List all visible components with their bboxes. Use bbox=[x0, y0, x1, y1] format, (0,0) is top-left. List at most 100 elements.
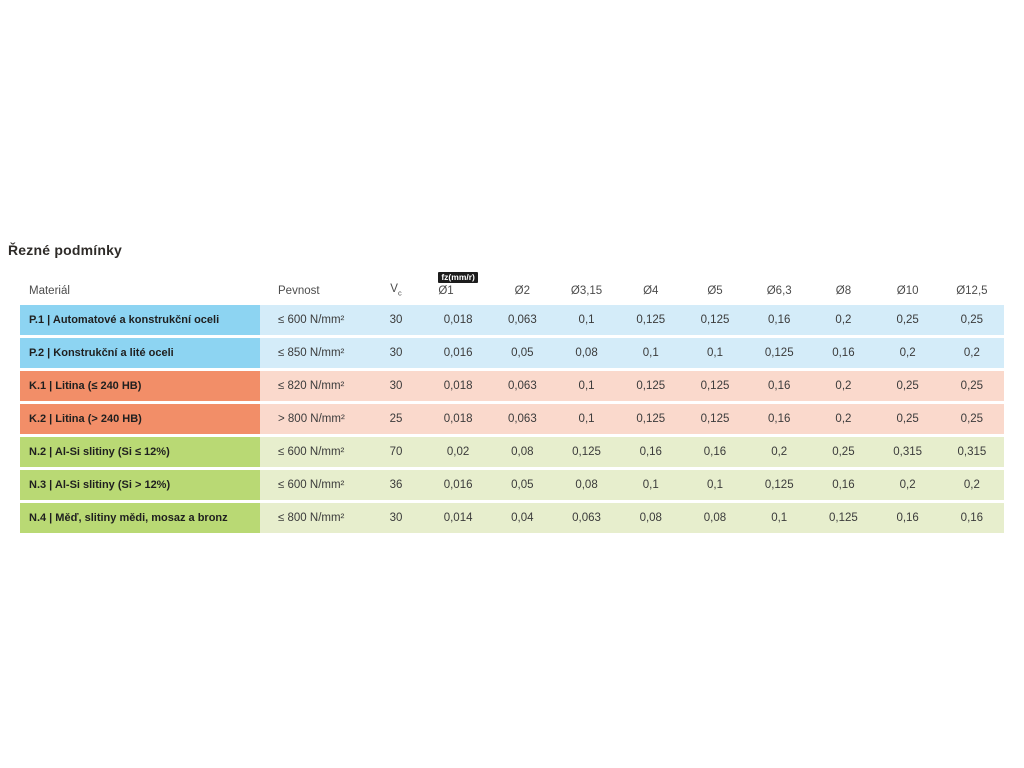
strength-cell: ≤ 600 N/mm² bbox=[260, 437, 366, 467]
cutting-conditions-table-wrap: Materiál Pevnost Vc fz(mm/r) Ø1 Ø2 Ø3,15 Ø4 Ø… bbox=[20, 268, 1004, 536]
vc-cell: 25 bbox=[366, 404, 426, 434]
column-header-diameter-8: Ø10 bbox=[896, 285, 919, 297]
fz-value-cell: 0,16 bbox=[811, 338, 876, 368]
fz-value-cell: 0,1 bbox=[747, 503, 812, 533]
fz-value-cell: 0,1 bbox=[618, 470, 683, 500]
fz-value-cell: 0,16 bbox=[747, 371, 812, 401]
fz-value-cell: 0,2 bbox=[747, 437, 812, 467]
fz-value-cell: 0,125 bbox=[618, 305, 683, 335]
fz-value-cell: 0,063 bbox=[490, 404, 555, 434]
fz-value-cell: 0,02 bbox=[426, 437, 491, 467]
fz-value-cell: 0,125 bbox=[682, 404, 748, 434]
fz-value-cell: 0,1 bbox=[618, 338, 683, 368]
table-row: N.2 | Al-Si slitiny (Si ≤ 12%) ≤ 600 N/mm… bbox=[20, 437, 1004, 467]
fz-value-cell: 0,2 bbox=[875, 338, 940, 368]
fz-value-cell: 0,16 bbox=[682, 437, 748, 467]
fz-value-cell: 0,063 bbox=[554, 503, 619, 533]
column-header-diameter-4: Ø4 bbox=[643, 285, 659, 297]
fz-value-cell: 0,16 bbox=[939, 503, 1004, 533]
table-row: K.1 | Litina (≤ 240 HB) ≤ 820 N/mm² 30 0,01… bbox=[20, 371, 1004, 401]
fz-value-cell: 0,125 bbox=[747, 338, 812, 368]
column-header-material: Materiál bbox=[29, 285, 70, 297]
fz-value-cell: 0,1 bbox=[682, 470, 748, 500]
material-cell: N.4 | Měď, slitiny mědi, mosaz a bronz bbox=[20, 503, 260, 533]
fz-value-cell: 0,125 bbox=[747, 470, 812, 500]
fz-value-cell: 0,1 bbox=[682, 338, 748, 368]
strength-cell: ≤ 600 N/mm² bbox=[260, 470, 366, 500]
page-title: Řezné podmínky bbox=[8, 242, 123, 258]
fz-value-cell: 0,1 bbox=[554, 305, 619, 335]
fz-value-cell: 0,125 bbox=[618, 404, 683, 434]
fz-value-cell: 0,08 bbox=[682, 503, 748, 533]
fz-value-cell: 0,16 bbox=[811, 470, 876, 500]
column-header-diameter-9: Ø12,5 bbox=[956, 285, 988, 297]
fz-value-cell: 0,125 bbox=[682, 305, 748, 335]
strength-cell: > 800 N/mm² bbox=[260, 404, 366, 434]
fz-value-cell: 0,315 bbox=[875, 437, 940, 467]
fz-value-cell: 0,2 bbox=[939, 338, 1004, 368]
vc-cell: 70 bbox=[366, 437, 426, 467]
fz-value-cell: 0,25 bbox=[811, 437, 876, 467]
vc-cell: 30 bbox=[366, 503, 426, 533]
fz-value-cell: 0,25 bbox=[875, 404, 940, 434]
fz-value-cell: 0,014 bbox=[426, 503, 491, 533]
fz-value-cell: 0,2 bbox=[939, 470, 1004, 500]
vc-cell: 36 bbox=[366, 470, 426, 500]
fz-value-cell: 0,25 bbox=[875, 371, 940, 401]
material-cell: P.2 | Konstrukční a lité oceli bbox=[20, 338, 260, 368]
fz-value-cell: 0,05 bbox=[490, 338, 555, 368]
fz-value-cell: 0,125 bbox=[554, 437, 619, 467]
material-cell: K.1 | Litina (≤ 240 HB) bbox=[20, 371, 260, 401]
strength-cell: ≤ 820 N/mm² bbox=[260, 371, 366, 401]
table-row: P.1 | Automatové a konstrukční oceli ≤ 60… bbox=[20, 305, 1004, 335]
fz-value-cell: 0,018 bbox=[426, 371, 491, 401]
fz-value-cell: 0,2 bbox=[811, 371, 876, 401]
fz-value-cell: 0,125 bbox=[618, 371, 683, 401]
fz-value-cell: 0,016 bbox=[426, 470, 491, 500]
fz-unit-badge: fz(mm/r) bbox=[438, 272, 478, 283]
column-header-diameter-3: Ø3,15 bbox=[570, 285, 603, 297]
column-header-strength: Pevnost bbox=[278, 285, 320, 297]
fz-value-cell: 0,1 bbox=[554, 404, 619, 434]
column-header-diameter-2: Ø2 bbox=[514, 285, 530, 297]
diameter-label: Ø1 bbox=[438, 285, 454, 297]
material-cell: K.2 | Litina (> 240 HB) bbox=[20, 404, 260, 434]
vc-cell: 30 bbox=[366, 338, 426, 368]
column-header-diameter-5: Ø5 bbox=[707, 285, 723, 297]
strength-cell: ≤ 600 N/mm² bbox=[260, 305, 366, 335]
fz-value-cell: 0,016 bbox=[426, 338, 491, 368]
fz-value-cell: 0,125 bbox=[811, 503, 876, 533]
fz-value-cell: 0,2 bbox=[875, 470, 940, 500]
fz-value-cell: 0,16 bbox=[875, 503, 940, 533]
table-body: P.1 | Automatové a konstrukční oceli ≤ 60… bbox=[20, 305, 1004, 533]
vc-label: V bbox=[390, 282, 398, 295]
table-row: N.3 | Al-Si slitiny (Si > 12%) ≤ 600 N/mm… bbox=[20, 470, 1004, 500]
fz-value-cell: 0,018 bbox=[426, 404, 491, 434]
table-row: P.2 | Konstrukční a lité oceli ≤ 850 N/mm… bbox=[20, 338, 1004, 368]
header-row: Materiál Pevnost Vc fz(mm/r) Ø1 Ø2 Ø3,15 Ø4 Ø… bbox=[20, 271, 1004, 302]
fz-value-cell: 0,16 bbox=[618, 437, 683, 467]
column-header-diameter-6: Ø6,3 bbox=[766, 285, 792, 297]
fz-value-cell: 0,2 bbox=[811, 305, 876, 335]
fz-value-cell: 0,2 bbox=[811, 404, 876, 434]
fz-value-cell: 0,08 bbox=[554, 338, 619, 368]
strength-cell: ≤ 800 N/mm² bbox=[260, 503, 366, 533]
strength-cell: ≤ 850 N/mm² bbox=[260, 338, 366, 368]
vc-cell: 30 bbox=[366, 371, 426, 401]
vc-subscript: c bbox=[397, 288, 402, 297]
fz-value-cell: 0,16 bbox=[747, 305, 812, 335]
fz-value-cell: 0,25 bbox=[939, 305, 1004, 335]
fz-value-cell: 0,25 bbox=[875, 305, 940, 335]
fz-value-cell: 0,063 bbox=[490, 371, 555, 401]
fz-value-cell: 0,018 bbox=[426, 305, 491, 335]
fz-value-cell: 0,063 bbox=[490, 305, 555, 335]
fz-value-cell: 0,25 bbox=[939, 371, 1004, 401]
fz-value-cell: 0,16 bbox=[747, 404, 812, 434]
fz-value-cell: 0,125 bbox=[682, 371, 748, 401]
fz-value-cell: 0,1 bbox=[554, 371, 619, 401]
fz-value-cell: 0,315 bbox=[939, 437, 1004, 467]
fz-value-cell: 0,04 bbox=[490, 503, 555, 533]
material-cell: N.2 | Al-Si slitiny (Si ≤ 12%) bbox=[20, 437, 260, 467]
fz-header-group: fz(mm/r) Ø1 bbox=[438, 271, 478, 297]
